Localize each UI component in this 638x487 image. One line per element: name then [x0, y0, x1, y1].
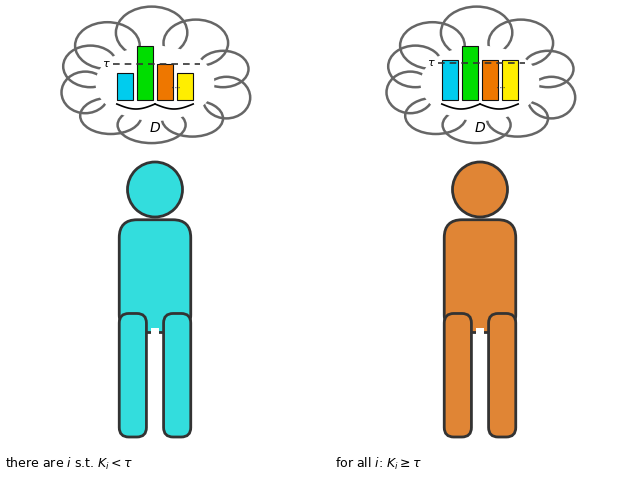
Bar [476, 328, 484, 352]
Ellipse shape [91, 40, 219, 124]
Ellipse shape [443, 107, 510, 143]
Ellipse shape [162, 100, 223, 136]
Bar [137, 46, 153, 100]
Ellipse shape [75, 22, 140, 69]
Ellipse shape [528, 77, 575, 118]
Bar [157, 64, 173, 100]
Bar [462, 46, 478, 100]
Ellipse shape [416, 40, 544, 124]
Text: $\tau$: $\tau$ [102, 59, 111, 69]
FancyBboxPatch shape [119, 220, 191, 333]
Text: $D$: $D$ [149, 121, 161, 135]
Bar [151, 328, 160, 352]
Ellipse shape [198, 51, 248, 87]
Bar [442, 60, 457, 100]
Text: for all $i$: $K_i \geq \tau$: for all $i$: $K_i \geq \tau$ [335, 456, 422, 472]
Text: $D$: $D$ [474, 121, 486, 135]
FancyBboxPatch shape [444, 220, 516, 333]
Ellipse shape [400, 22, 464, 69]
Bar [177, 73, 193, 100]
FancyBboxPatch shape [163, 314, 191, 437]
Text: $\cdots$: $\cdots$ [495, 82, 505, 92]
Ellipse shape [163, 19, 228, 66]
FancyBboxPatch shape [444, 314, 471, 437]
Ellipse shape [388, 46, 443, 87]
Ellipse shape [203, 77, 250, 118]
Text: there are $i$ s.t. $K_i < \tau$: there are $i$ s.t. $K_i < \tau$ [5, 456, 133, 472]
Ellipse shape [61, 72, 109, 113]
Text: $\cdots$: $\cdots$ [170, 82, 181, 92]
FancyBboxPatch shape [489, 314, 516, 437]
Ellipse shape [489, 19, 553, 66]
Ellipse shape [523, 51, 574, 87]
Circle shape [128, 162, 182, 217]
Bar [117, 73, 133, 100]
Ellipse shape [387, 72, 434, 113]
Ellipse shape [420, 46, 540, 121]
Ellipse shape [63, 46, 117, 87]
Bar [502, 60, 518, 100]
Ellipse shape [117, 107, 186, 143]
Ellipse shape [116, 7, 188, 58]
FancyBboxPatch shape [119, 314, 146, 437]
Ellipse shape [96, 46, 214, 121]
Ellipse shape [405, 97, 466, 134]
Text: $\tau$: $\tau$ [427, 57, 436, 68]
Circle shape [452, 162, 507, 217]
Ellipse shape [441, 7, 512, 58]
Bar [482, 60, 498, 100]
Ellipse shape [80, 97, 142, 134]
Ellipse shape [487, 100, 548, 136]
